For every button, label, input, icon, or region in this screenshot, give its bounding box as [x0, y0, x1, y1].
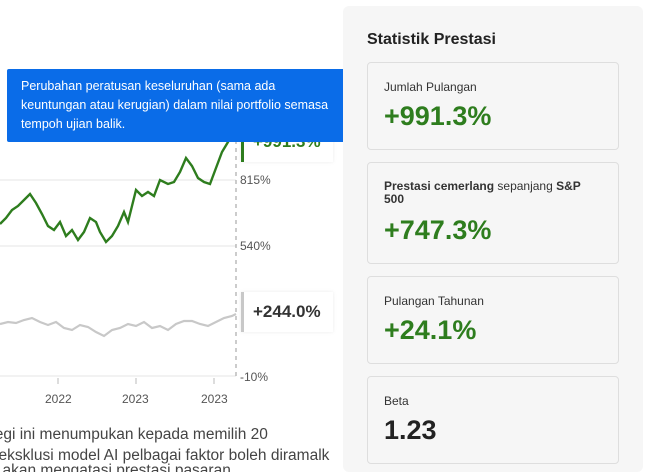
- y-tick-label: 815%: [240, 173, 271, 187]
- x-tick-label: 2023: [201, 392, 228, 406]
- stat-label-bold: Prestasi cemerlang: [384, 179, 495, 193]
- performance-chart: 815% 540% -10% 2022 2023 2023 +991.3% +2…: [0, 0, 340, 420]
- benchmark-series-line: [0, 313, 237, 338]
- stat-label: Prestasi cemerlang sepanjang S&P 500: [384, 180, 594, 206]
- x-tick-label: 2023: [122, 392, 149, 406]
- strategy-series-line: [0, 123, 238, 244]
- total-return-tooltip: Perubahan peratusan keseluruhan (sama ad…: [7, 69, 365, 142]
- stat-card-annual-return[interactable]: Pulangan Tahunan +24.1%: [367, 276, 619, 364]
- performance-stats-panel: Statistik Prestasi Jumlah Pulangan +991.…: [343, 6, 643, 472]
- benchmark-end-value-badge: +244.0%: [241, 292, 333, 332]
- stat-label: Jumlah Pulangan: [384, 80, 477, 94]
- tooltip-text: Perubahan peratusan keseluruhan (sama ad…: [21, 79, 329, 131]
- chart-svg: [0, 123, 238, 384]
- x-tick-label: 2022: [45, 392, 72, 406]
- y-tick-label: -10%: [240, 370, 269, 384]
- stat-label: Beta: [384, 394, 409, 408]
- stat-value: +747.3%: [384, 215, 492, 245]
- description-line: kemungkinan akan mengatasi prestasi pasa…: [0, 462, 231, 472]
- stat-label-mid: sepanjang: [494, 179, 557, 193]
- stats-title: Statistik Prestasi: [367, 31, 496, 48]
- stat-card-beta[interactable]: Beta 1.23: [367, 376, 619, 464]
- y-tick-label: 540%: [240, 239, 271, 253]
- stat-value: +24.1%: [384, 315, 477, 345]
- stat-label: Pulangan Tahunan: [384, 294, 484, 308]
- stat-value: +991.3%: [384, 101, 492, 131]
- stat-card-total-return[interactable]: Jumlah Pulangan +991.3%: [367, 62, 619, 150]
- description-line: menggunakan eksklusi model AI pelbagai f…: [0, 447, 330, 464]
- stat-label-benchmark: S&P 500: [384, 179, 581, 206]
- strategy-description: Strategi ini menumpukan kepada memilih 2…: [0, 424, 330, 472]
- stat-card-outperformance[interactable]: Prestasi cemerlang sepanjang S&P 500 +74…: [367, 162, 619, 264]
- stat-value: 1.23: [384, 415, 437, 445]
- description-line: Strategi ini menumpukan kepada memilih 2…: [0, 426, 268, 443]
